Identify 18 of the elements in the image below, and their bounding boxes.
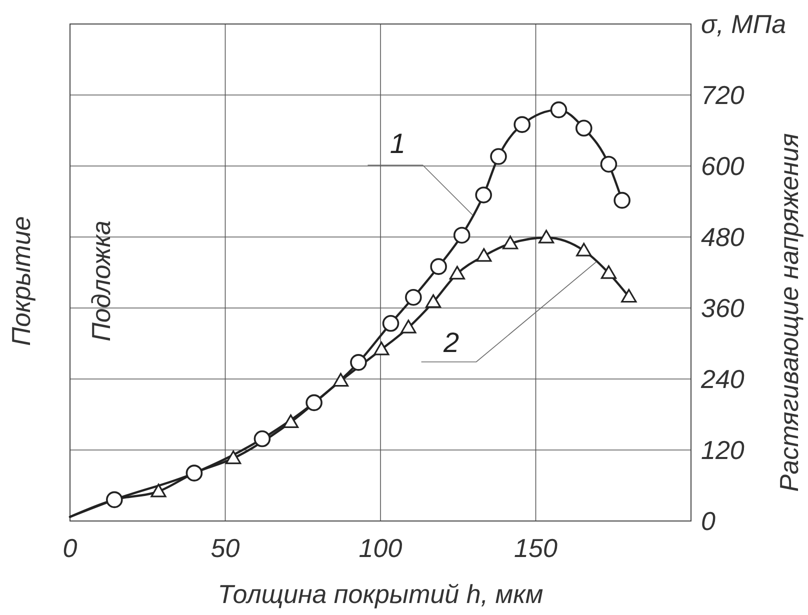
x-axis-title: Толщина покрытий h, мкм bbox=[218, 579, 544, 609]
x-tick-label: 0 bbox=[62, 533, 78, 563]
y-tick-label: σ, МПа bbox=[701, 9, 786, 39]
text: Покрытие bbox=[6, 216, 36, 346]
y-tick-label: 0 bbox=[701, 506, 716, 536]
y-tick-label: 360 bbox=[701, 293, 745, 323]
y-tick-label: 480 bbox=[701, 222, 745, 252]
y-tick-label: 600 bbox=[701, 151, 745, 181]
x-tick-label: 50 bbox=[210, 533, 240, 563]
x-tick-label: 100 bbox=[358, 533, 403, 563]
y-tick-label: 240 bbox=[700, 364, 745, 394]
y-tick-label: 720 bbox=[701, 80, 745, 110]
annotation: Подложка bbox=[86, 220, 116, 342]
series-label: 2 bbox=[442, 326, 460, 358]
y-tick-label: 120 bbox=[701, 435, 745, 465]
y-axis-title: Растягивающие напряжения bbox=[774, 133, 804, 492]
text: 1 bbox=[390, 128, 406, 160]
x-tick-label: 150 bbox=[514, 533, 558, 563]
